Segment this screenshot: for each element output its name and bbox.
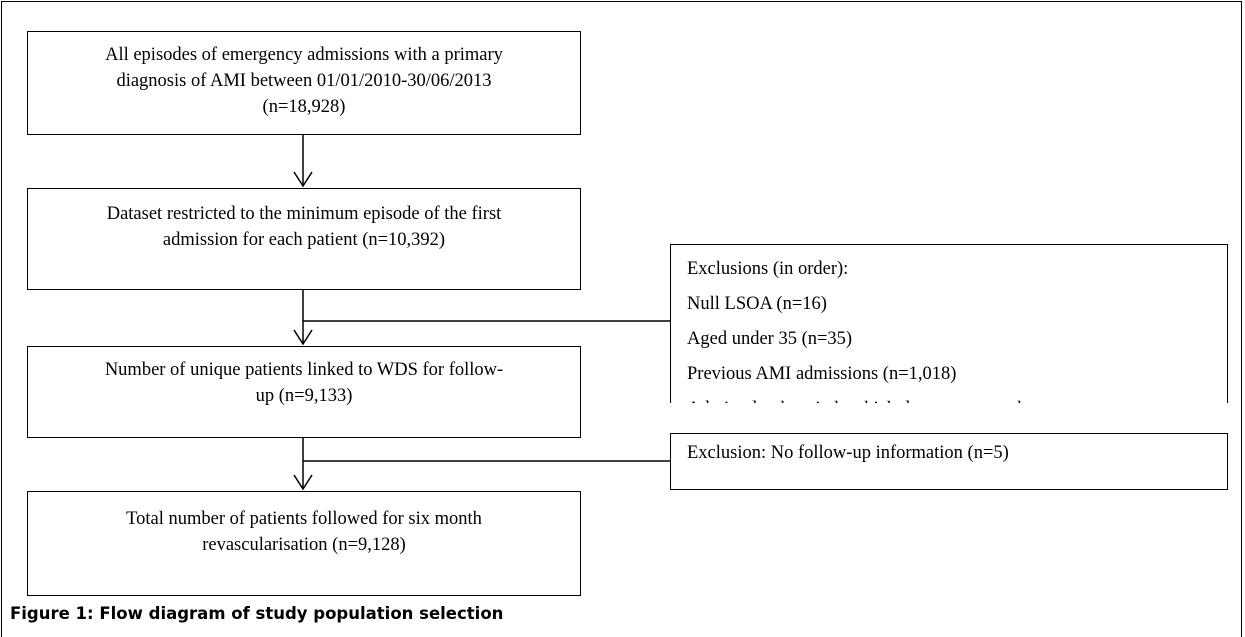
step-box: Dataset restricted to the minimum episod… [27,188,581,290]
box-text: up (n=9,133) [255,386,353,406]
box-text: Exclusion: No follow-up information (n=5… [687,443,1009,463]
step-box: Number of unique patients linked to WDS … [27,346,581,438]
exclusion-box: Exclusions (in order): Null LSOA (n=16) Ag… [670,244,1228,403]
box-text: Exclusions (in order): [687,259,849,279]
box-text: Admitted to hospitals which do not commo… [687,392,1227,403]
box-text: (n=18,928) [262,97,346,117]
box-text: revascularisation (n=9,128) [202,535,406,555]
box-text: Null LSOA (n=16) [687,294,827,314]
box-text: Previous AMI admissions (n=1,018) [687,364,957,384]
box-text: diagnosis of AMI between 01/01/2010-30/0… [116,71,492,91]
box-text: Total number of patients followed for si… [126,509,482,529]
box-text: Dataset restricted to the minimum episod… [106,204,502,224]
figure-caption: Figure 1: Flow diagram of study populati… [10,604,504,623]
box-text: admission for each patient (n=10,392) [162,230,446,250]
box-text: Number of unique patients linked to WDS … [104,360,504,380]
exclusion-box: Exclusion: No follow-up information (n=5… [670,433,1228,490]
step-box: All episodes of emergency admissions wit… [27,31,581,135]
box-text: Aged under 35 (n=35) [687,329,853,349]
box-text: All episodes of emergency admissions wit… [105,45,503,65]
step-box: Total number of patients followed for si… [27,491,581,596]
